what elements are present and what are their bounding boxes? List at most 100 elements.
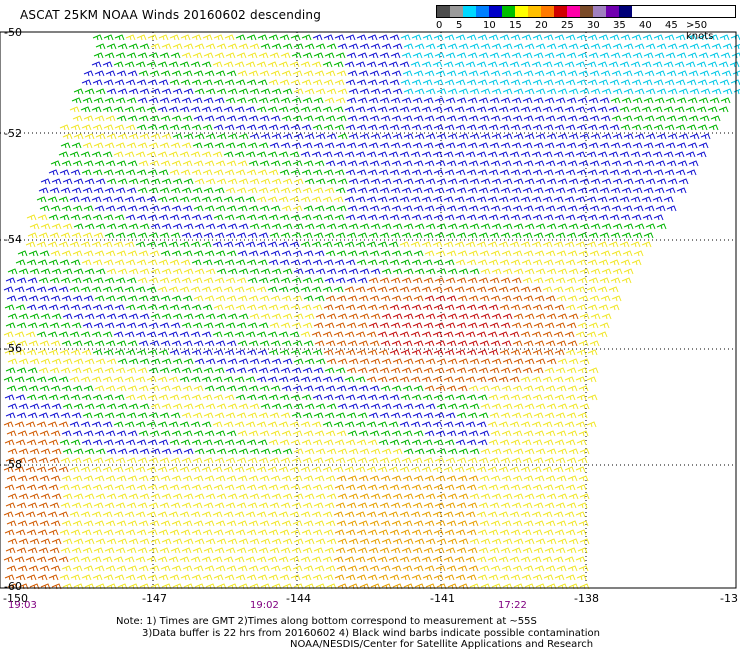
wind-barb	[667, 43, 678, 50]
wind-barb	[454, 196, 465, 203]
wind-barb	[267, 241, 278, 248]
wind-barb	[532, 304, 543, 311]
wind-barb	[80, 556, 91, 563]
wind-barb	[533, 142, 544, 149]
wind-barb	[27, 547, 38, 554]
wind-barb	[510, 484, 521, 491]
wind-barb	[290, 34, 301, 41]
wind-barb	[201, 421, 212, 428]
wind-barb	[48, 529, 59, 536]
wind-barb	[557, 448, 568, 455]
wind-barb	[435, 250, 446, 257]
wind-barb	[212, 466, 223, 473]
wind-barb	[402, 70, 413, 77]
wind-barb	[113, 511, 124, 518]
wind-barb	[149, 475, 160, 482]
wind-barb	[334, 34, 345, 41]
wind-barb	[489, 142, 500, 149]
wind-barb	[424, 70, 435, 77]
wind-barb	[124, 466, 135, 473]
wind-barb	[443, 61, 454, 68]
wind-barb	[60, 322, 71, 329]
wind-barb	[468, 70, 479, 77]
wind-barb	[443, 241, 454, 248]
lon-label: -150	[3, 592, 28, 605]
wind-barb	[290, 304, 301, 311]
wind-barb	[238, 493, 249, 500]
wind-barb	[610, 232, 621, 239]
wind-barb	[576, 214, 587, 221]
wind-barb	[314, 295, 325, 302]
wind-barb	[546, 313, 557, 320]
wind-barb	[544, 322, 555, 329]
wind-barb	[214, 412, 225, 419]
wind-barb	[191, 439, 202, 446]
wind-barb	[271, 223, 282, 230]
wind-barb	[216, 88, 227, 95]
wind-barb	[193, 340, 204, 347]
wind-barb	[377, 61, 388, 68]
wind-barb	[634, 178, 645, 185]
wind-barb	[171, 520, 182, 527]
wind-barb	[293, 493, 304, 500]
wind-barb	[102, 466, 113, 473]
wind-barb	[205, 448, 216, 455]
wind-barb	[281, 520, 292, 527]
wind-barb	[345, 214, 356, 221]
wind-barb	[216, 43, 227, 50]
wind-barb	[91, 466, 102, 473]
wind-barb	[224, 124, 235, 131]
wind-barb	[172, 88, 183, 95]
wind-barb	[205, 313, 216, 320]
wind-barb	[161, 133, 172, 140]
wind-barb	[94, 385, 105, 392]
wind-barb	[556, 115, 567, 122]
wind-barb	[83, 205, 94, 212]
wind-barb	[213, 214, 224, 221]
wind-barb	[653, 79, 664, 86]
wind-barb	[160, 70, 171, 77]
wind-barb	[677, 160, 688, 167]
wind-barb	[556, 250, 567, 257]
wind-barb	[183, 223, 194, 230]
wind-barb	[389, 124, 400, 131]
wind-barb	[378, 169, 389, 176]
wind-barb	[645, 133, 656, 140]
wind-barb	[113, 556, 124, 563]
wind-barb	[643, 97, 654, 104]
wind-barb	[314, 520, 325, 527]
wind-barb	[248, 340, 259, 347]
wind-barb	[26, 529, 37, 536]
wind-barb	[502, 133, 513, 140]
wind-barb	[523, 160, 534, 167]
wind-barb	[498, 106, 509, 113]
wind-barb	[380, 160, 391, 167]
wind-barb	[432, 511, 443, 518]
wind-barb	[356, 259, 367, 266]
wind-barb	[256, 286, 267, 293]
wind-barb	[488, 34, 499, 41]
wind-barb	[203, 367, 214, 374]
wind-barb	[413, 70, 424, 77]
wind-barb	[326, 493, 337, 500]
wind-barb	[400, 124, 411, 131]
wind-barb	[403, 358, 414, 365]
wind-barb	[401, 367, 412, 374]
wind-barb	[411, 394, 422, 401]
wind-barb	[49, 277, 60, 284]
wind-barb	[69, 196, 80, 203]
legend-label: 35	[613, 20, 626, 31]
wind-barb	[147, 304, 158, 311]
wind-barb	[17, 250, 28, 257]
wind-barb	[269, 412, 280, 419]
wind-barb	[312, 124, 323, 131]
wind-barb	[138, 295, 149, 302]
wind-barb	[148, 142, 159, 149]
wind-barb	[641, 196, 652, 203]
wind-barb	[312, 304, 323, 311]
wind-barb	[608, 61, 619, 68]
wind-barb	[454, 421, 465, 428]
wind-barb	[313, 187, 324, 194]
wind-barb	[465, 286, 476, 293]
wind-barb	[82, 97, 93, 104]
